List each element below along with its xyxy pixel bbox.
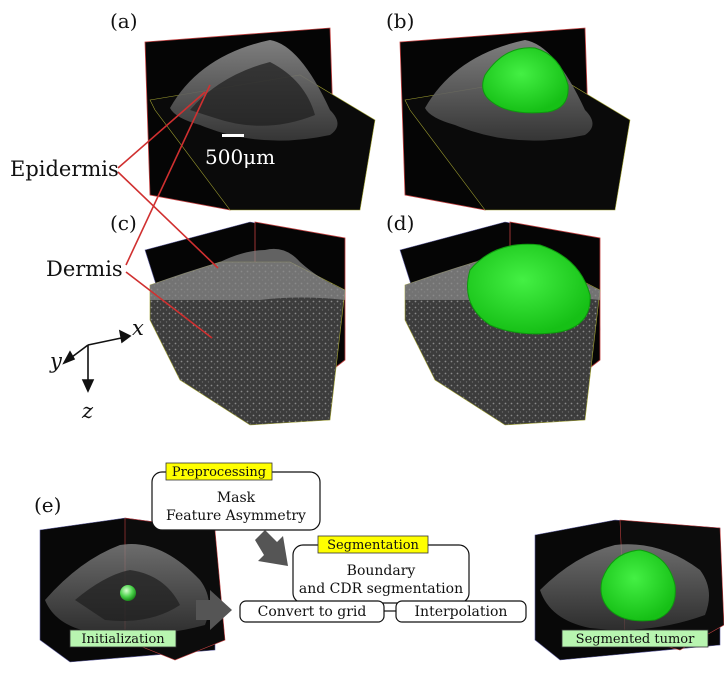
panel-a-label: (a) xyxy=(110,9,138,33)
segmentation-line2: and CDR segmentation xyxy=(299,581,463,597)
panel-b-volume xyxy=(399,27,631,211)
panel-a-volume xyxy=(144,27,376,211)
convert-to-grid-text: Convert to grid xyxy=(258,604,367,620)
arrow-pre-to-seg xyxy=(255,530,288,566)
panel-b-label: (b) xyxy=(386,9,414,33)
segmentation-line1: Boundary xyxy=(347,563,416,579)
panel-e-label: (e) xyxy=(34,493,61,517)
initial-sphere xyxy=(120,585,136,601)
initialization-tag-text: Initialization xyxy=(81,632,165,647)
axes-icon xyxy=(62,329,132,393)
dermis-label: Dermis xyxy=(46,257,123,281)
tumor-mesh-e xyxy=(600,549,676,622)
segmented-tumor-tag-text: Segmented tumor xyxy=(576,632,695,647)
panel-d-volume xyxy=(399,221,601,426)
panel-c-volume xyxy=(144,221,346,426)
panel-d-label: (d) xyxy=(386,211,414,235)
initialization-volume xyxy=(39,517,226,663)
axis-z-label: z xyxy=(81,399,94,423)
segmentation-tag xyxy=(317,535,429,554)
scale-bar-label: 500μm xyxy=(205,145,275,169)
tumor-mesh-d xyxy=(467,243,591,335)
segmentation-tag-text: Segmentation xyxy=(327,538,419,553)
segmented-tumor-tag xyxy=(561,629,709,648)
initialization-tag xyxy=(69,629,177,648)
axis-y-label: y xyxy=(49,349,63,373)
preprocessing-tag-text: Preprocessing xyxy=(172,465,266,480)
epidermis-label: Epidermis xyxy=(10,157,119,181)
preprocessing-line2: Feature Asymmetry xyxy=(166,508,306,524)
annotation-lines xyxy=(117,84,219,339)
axis-x-label: x xyxy=(132,316,144,340)
tumor-mesh-b xyxy=(482,47,569,114)
segmented-tumor-volume xyxy=(534,519,724,661)
preprocessing-tag xyxy=(165,462,273,481)
scale-bar xyxy=(222,134,244,137)
arrow-init-to-grid xyxy=(196,590,232,630)
panel-c-label: (c) xyxy=(110,211,137,235)
preprocessing-line1: Mask xyxy=(217,490,256,506)
interpolation-text: Interpolation xyxy=(415,604,508,620)
